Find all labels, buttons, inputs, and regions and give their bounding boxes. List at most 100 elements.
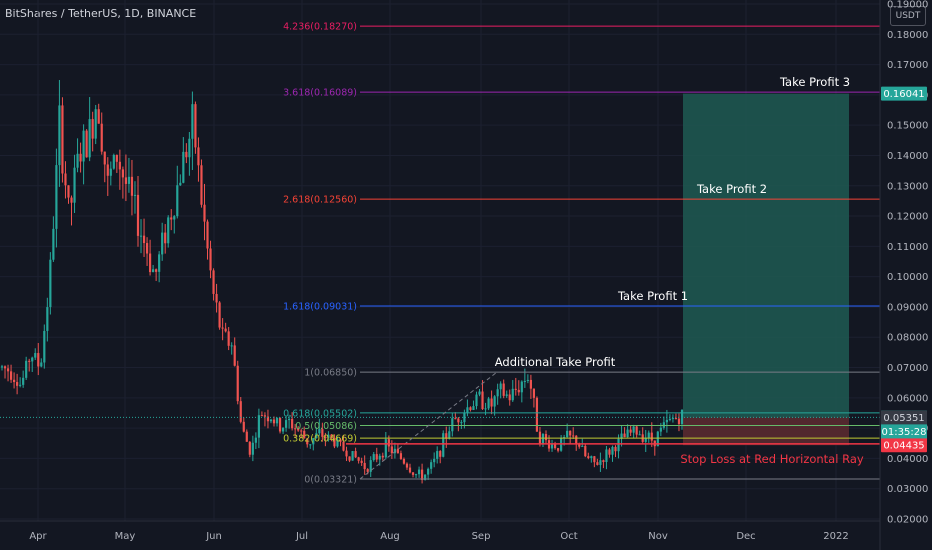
candle-body (417, 469, 421, 475)
candle-body (315, 433, 318, 439)
candle-body (155, 269, 158, 272)
candle-body (297, 428, 300, 431)
candle-body (578, 443, 581, 447)
candle-body (375, 454, 378, 460)
candle-body (638, 434, 641, 436)
countdown-label: 01:35:28 (882, 427, 927, 438)
candle-body (496, 389, 499, 397)
time-axis-label: Dec (736, 531, 755, 542)
candle-body (566, 430, 569, 438)
candle-body (46, 307, 49, 331)
candle-body (671, 417, 675, 419)
long-position-tool (683, 93, 849, 446)
fib-level-label: 0(0.03321) (304, 474, 357, 485)
candle-body (58, 105, 61, 166)
candle-body (257, 415, 260, 438)
candle-body (487, 398, 490, 409)
price-axis-label: 0.19000 (887, 0, 928, 11)
price-axis-label: 0.02000 (887, 515, 928, 526)
candle-body (70, 197, 73, 203)
candle-body (535, 397, 539, 432)
price-axis-label: 0.15000 (887, 121, 928, 132)
candle-body (593, 456, 596, 463)
candle-body (188, 138, 191, 158)
price-axis-label: 0.06000 (887, 393, 928, 404)
candle-body (399, 453, 403, 459)
fib-level-label: 0.618(0.05502) (283, 408, 357, 419)
candle-body (454, 418, 457, 420)
candle-body (312, 438, 315, 445)
candle-body (520, 381, 523, 393)
time-axis-label: Jul (295, 531, 308, 542)
time-axis-label: Aug (380, 531, 400, 542)
candle-body (100, 123, 103, 152)
candle-body (158, 254, 161, 272)
candle-body (76, 153, 79, 168)
candle-body (109, 168, 112, 176)
price-axis-label: 0.04000 (887, 454, 928, 465)
candle-body (351, 451, 354, 461)
candle-body (12, 379, 16, 383)
candle-body (121, 169, 124, 178)
candle-body (659, 427, 662, 432)
candle-body (206, 221, 209, 249)
candle-body (167, 217, 170, 244)
candle-body (230, 345, 233, 347)
candle-body (608, 449, 611, 455)
time-axis-label: Nov (648, 531, 668, 542)
candle-body (348, 456, 351, 461)
candle-body (139, 235, 143, 237)
candle-body (680, 409, 684, 425)
candle-body (145, 243, 149, 254)
candle-body (218, 302, 221, 328)
candle-body (284, 420, 288, 428)
candle-body (372, 454, 375, 461)
candle-body (269, 419, 273, 422)
candle-body (263, 415, 267, 417)
candle-body (629, 429, 632, 433)
time-axis-label: Oct (560, 531, 577, 542)
candle-body (623, 433, 626, 438)
candle-body (411, 472, 415, 475)
annotation-label: Stop Loss at Red Horizontal Ray (680, 452, 864, 466)
candle-body (369, 460, 372, 472)
price-axis: 0.190000.180000.170000.160000.150000.140… (879, 0, 928, 550)
candle-body (626, 429, 629, 438)
candle-body (82, 130, 85, 162)
candle-body (176, 185, 179, 217)
candle-body (185, 151, 188, 158)
price-axis-label: 0.07000 (887, 363, 928, 374)
candle-body (378, 455, 381, 460)
candle-body (209, 248, 212, 271)
price-axis-label: 0.12000 (887, 212, 928, 223)
candle-body (590, 456, 593, 458)
candle-body (408, 467, 412, 473)
candle-body (502, 383, 505, 396)
candle-body (575, 435, 578, 444)
candle-body (170, 217, 173, 220)
candle-body (203, 204, 206, 222)
countdown-tag (881, 424, 927, 439)
fib-level-label: 3.618(0.16089) (283, 88, 357, 99)
candle-body (173, 216, 176, 220)
candle-body (22, 377, 25, 385)
currency-unit-button[interactable]: USDT (890, 6, 926, 26)
price-tag (881, 410, 927, 425)
candle-body (118, 161, 121, 170)
candle-body (281, 427, 285, 432)
candle-body (294, 428, 297, 430)
candle-body (611, 446, 614, 455)
candle-body (363, 462, 366, 470)
candle-body (227, 331, 230, 346)
candle-body (357, 457, 360, 461)
candle-body (466, 407, 469, 413)
candle-body (342, 441, 345, 451)
time-axis-label: Jun (205, 531, 222, 542)
candle-body (6, 368, 10, 372)
candle-body (0, 366, 4, 368)
candle-body (463, 412, 466, 423)
candle-body (424, 474, 427, 480)
candle-body (49, 259, 52, 308)
candle-body (550, 444, 554, 449)
